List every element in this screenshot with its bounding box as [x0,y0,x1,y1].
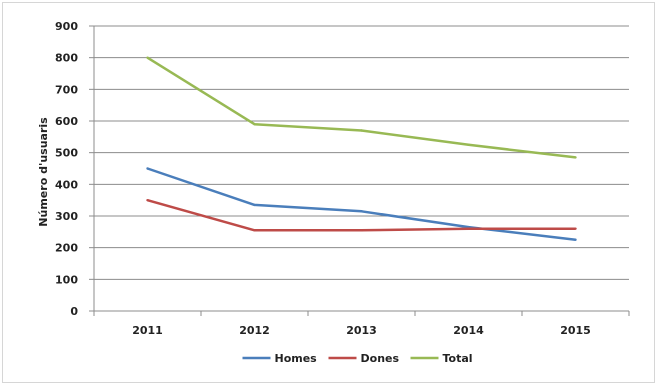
legend-label-homes: Homes [275,352,318,365]
data-point-dones [146,198,149,202]
data-point-total [574,156,577,159]
data-point-dones [467,227,470,230]
data-point-homes [146,167,149,170]
x-tick-label: 2015 [560,324,591,337]
gridlines [94,25,629,280]
series-lines [146,56,577,242]
y-tick-label: 100 [55,273,78,286]
data-point-dones [360,229,363,232]
x-tick-label: 2013 [346,324,377,337]
data-point-total [360,129,363,132]
x-tick-labels: 2011 2012 2013 2014 2015 [93,311,630,337]
y-tick-label: 200 [55,242,78,255]
series-line-dones [147,198,576,232]
y-tick-label: 700 [55,83,78,96]
x-tick-label: 2012 [239,324,270,337]
y-tick-labels: 0 100 200 300 400 500 600 700 800 900 [55,20,94,318]
y-tick-label: 500 [55,147,78,160]
y-tick-label: 900 [55,20,78,33]
x-tick-label: 2014 [453,324,484,337]
axes [93,26,629,312]
chart-frame [2,2,655,383]
data-point-dones [253,229,256,232]
data-point-total [146,56,149,59]
y-tick-label: 600 [55,115,78,128]
legend-label-dones: Dones [361,352,400,365]
legend: Homes Dones Total [242,352,473,365]
x-tick-label: 2011 [132,324,163,337]
y-tick-label: 800 [55,52,78,65]
data-point-homes [360,210,363,213]
series-line-total [146,56,576,159]
y-axis-label: Número d'usuaris [37,117,50,227]
data-point-total [467,143,470,146]
legend-label-total: Total [443,352,473,365]
data-point-dones [574,227,577,230]
y-tick-label: 400 [55,178,78,191]
data-point-homes [574,238,577,241]
y-tick-label: 0 [70,305,78,318]
y-tick-label: 300 [55,210,78,223]
data-point-homes [253,203,256,207]
data-point-total [253,122,256,126]
